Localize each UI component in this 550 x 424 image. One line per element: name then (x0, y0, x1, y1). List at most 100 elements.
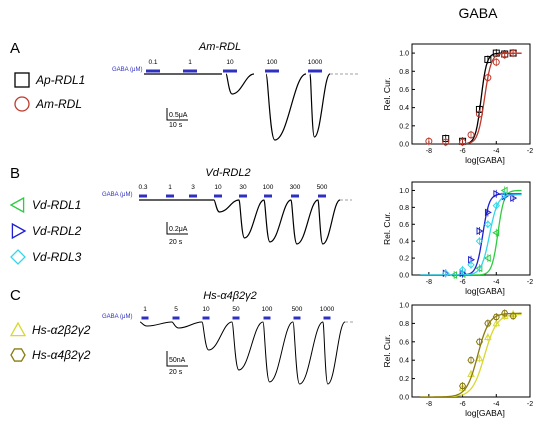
concentration-label: 100 (262, 306, 273, 313)
concentration-label: 10 (214, 184, 222, 191)
concentration-label: 0.1 (148, 59, 157, 66)
data-point (458, 382, 467, 390)
data-point (492, 313, 500, 321)
concentration-label: 1000 (308, 59, 323, 66)
legend-marker (9, 321, 27, 337)
y-tick-label: 0.8 (399, 205, 409, 212)
concentration-label: 50 (232, 306, 240, 313)
data-point (484, 220, 492, 228)
legend: Vd-RDL1 Vd-RDL2 Vd-RDL3 (9, 196, 82, 265)
legend-item: Am-RDL (14, 96, 82, 112)
data-point (425, 137, 433, 145)
stimulus-bar (323, 316, 331, 320)
panel-b: B Vd-RDL2 GABA (μM) 0.3 1 3 10 30 100 300 500 0… (9, 165, 352, 265)
panel-a: A Am-RDL GABA (μM) 0.1 1 10 100 1000 0.5μA 1… (10, 40, 360, 141)
stimulus-bars (139, 194, 326, 198)
legend: Hs-α2β2γ2 Hs-α4β2γ2 (9, 321, 91, 362)
conc-unit-label: GABA (μM) (102, 192, 132, 198)
concentration-label: 1 (143, 306, 147, 313)
y-tick-label: 0.8 (399, 69, 409, 76)
concentration-label: 5 (174, 306, 178, 313)
dose-response-chart-b: 0.0 0.2 0.4 0.6 0.8 1.0 -8 -6 -4 -2 log[GABA] Rel. … (382, 181, 533, 296)
stimulus-bar (214, 194, 222, 198)
data-point (475, 110, 483, 118)
concentration-label: 10 (202, 306, 210, 313)
y-tick-label: 0.4 (399, 239, 409, 246)
scale-time-label: 10 s (169, 122, 183, 129)
legend-label: Am-RDL (35, 97, 82, 111)
concentration-label: 300 (290, 184, 301, 191)
legend-marker (9, 196, 25, 214)
y-tick-label: 0.6 (399, 87, 409, 94)
y-tick-label: 0.6 (399, 222, 409, 229)
panel-letter: C (10, 287, 21, 304)
y-tick-label: 0.2 (399, 256, 409, 263)
legend-marker (14, 72, 30, 88)
y-tick-label: 0.0 (399, 395, 409, 402)
data-point (510, 194, 518, 202)
dose-response-chart-a: 0.0 0.2 0.4 0.6 0.8 1.0 -8 -6 -4 -2 log[GABA] Rel. … (382, 43, 533, 165)
scale-current-label: 0.5μA (169, 112, 188, 119)
stimulus-bar (202, 316, 210, 320)
y-tick-label: 1.0 (399, 51, 409, 58)
data-point (509, 312, 517, 320)
legend-item: Vd-RDL1 (9, 196, 81, 214)
scale-bar: 0.5μA 10 s (166, 108, 188, 129)
stimulus-bar (189, 194, 197, 198)
data-point (459, 138, 467, 146)
legend-marker (14, 96, 30, 112)
data-point (475, 237, 484, 245)
concentration-label: 500 (317, 184, 328, 191)
data-point (458, 266, 467, 274)
current-trace (139, 321, 346, 385)
x-tick-label: -6 (459, 148, 465, 155)
data-point (484, 208, 492, 217)
data-point (501, 51, 509, 59)
concentration-label: 500 (292, 306, 303, 313)
y-tick-label: 0.0 (399, 142, 409, 149)
stimulus-bar (139, 194, 147, 198)
legend: Ap-RDL1 Am-RDL (14, 72, 85, 112)
legend-label: Hs-α2β2γ2 (32, 323, 91, 337)
concentration-label: 0.3 (138, 184, 147, 191)
trace-title: Hs-α4β2γ2 (203, 290, 257, 302)
stimulus-bar (291, 194, 299, 198)
trace-title: Vd-RDL2 (205, 167, 250, 179)
legend-marker (10, 348, 26, 362)
concentration-labels: 0.3 1 3 10 30 100 300 500 (138, 184, 327, 191)
stimulus-bar (146, 69, 160, 73)
stimulus-bar (223, 69, 237, 73)
concentration-label: 30 (239, 184, 247, 191)
data-point (442, 138, 450, 146)
y-tick-label: 0.2 (399, 123, 409, 130)
stimulus-bar (141, 316, 149, 320)
y-tick-label: 0.4 (399, 105, 409, 112)
fit-curve (420, 52, 522, 144)
legend-label: Vd-RDL2 (32, 224, 82, 238)
data-point (458, 383, 467, 391)
plot-frame (411, 43, 531, 145)
data-point (492, 319, 501, 327)
data-point (475, 354, 484, 362)
x-axis-label: log[GABA] (465, 286, 505, 296)
concentration-label: 100 (267, 59, 278, 66)
fit-curve (420, 313, 522, 397)
stimulus-bar (264, 194, 272, 198)
x-tick-label: -2 (527, 279, 533, 286)
x-tick-label: -2 (527, 401, 533, 408)
scale-time-label: 20 s (169, 369, 183, 376)
y-tick-label: 1.0 (399, 303, 409, 310)
legend-item: Vd-RDL2 (11, 222, 82, 240)
data-point (467, 357, 475, 364)
conc-unit-label: GABA (μM) (112, 67, 142, 73)
conc-unit-label: GABA (μM) (102, 314, 132, 320)
y-tick-label: 0.2 (399, 376, 409, 383)
concentration-label: 10 (226, 59, 234, 66)
data-point (484, 55, 492, 63)
trace-title: Am-RDL (198, 41, 241, 53)
stimulus-bars (141, 316, 331, 320)
scale-time-label: 20 s (169, 239, 183, 246)
y-axis-label: Rel. Cur. (382, 212, 392, 245)
scale-current-label: 0.2μA (169, 226, 188, 233)
x-tick-label: -6 (459, 401, 465, 408)
